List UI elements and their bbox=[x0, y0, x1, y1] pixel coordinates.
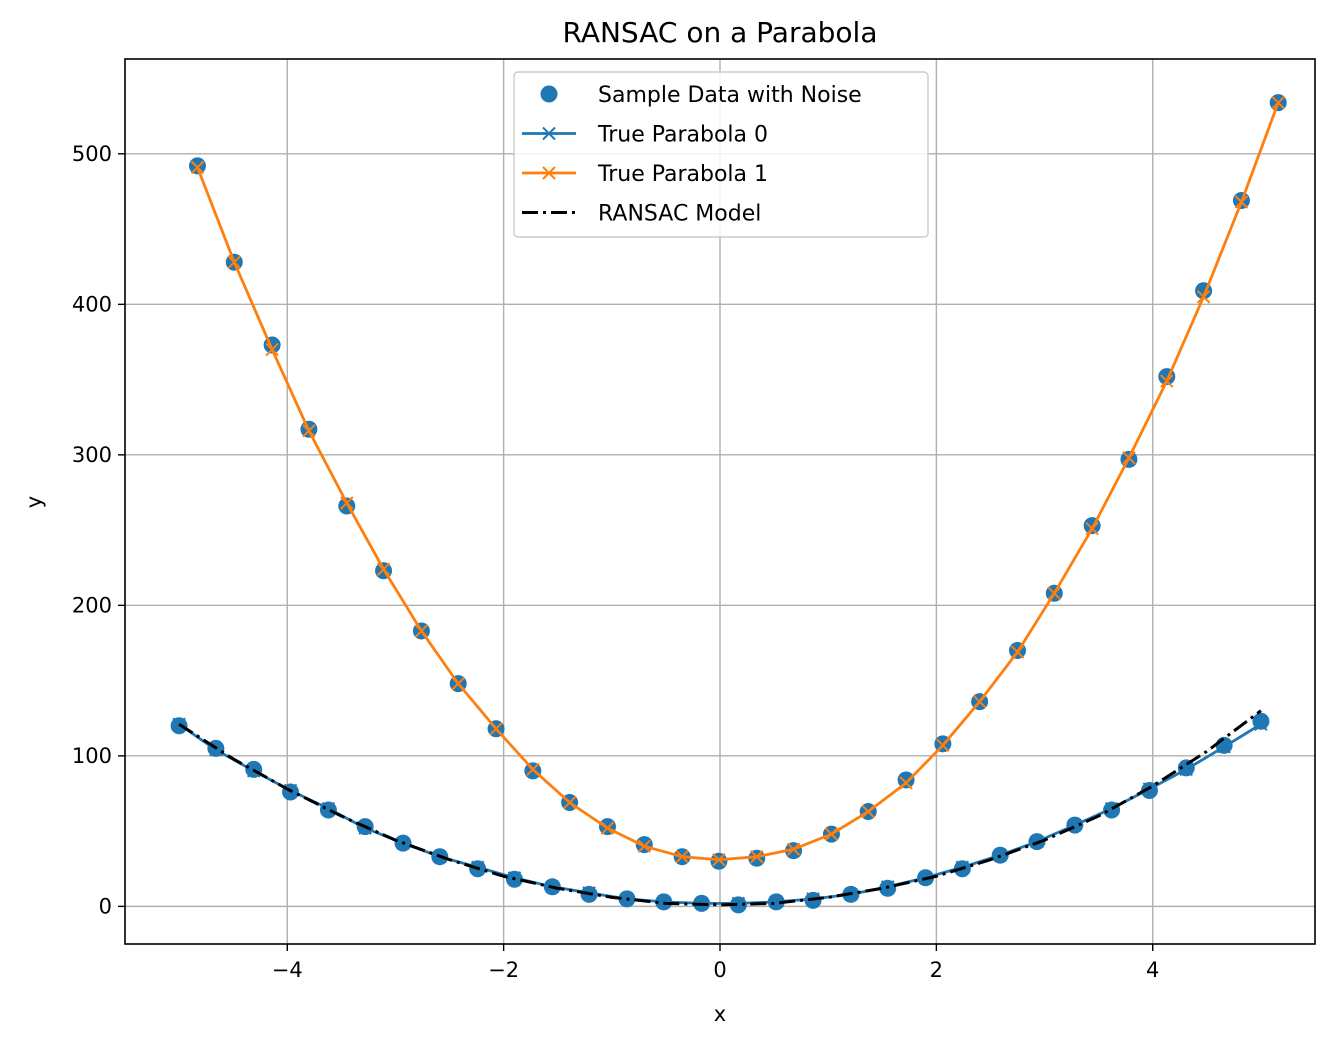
y-axis-label: y bbox=[22, 496, 46, 508]
x-marker bbox=[376, 562, 391, 576]
legend-item-true-parabola-0: True Parabola 0 bbox=[522, 123, 768, 148]
data-point bbox=[710, 852, 728, 870]
x-axis-ticks: −4 −2 0 2 4 bbox=[272, 944, 1159, 982]
series-line bbox=[196, 102, 1280, 862]
legend-box bbox=[513, 71, 929, 238]
y-tick-label: 200 bbox=[72, 593, 112, 617]
x-marker bbox=[750, 849, 764, 864]
x-marker bbox=[786, 842, 801, 856]
series-layer bbox=[170, 94, 1287, 914]
x-marker bbox=[675, 849, 689, 864]
legend-label: True Parabola 0 bbox=[597, 123, 768, 148]
x-marker bbox=[526, 762, 540, 777]
x-marker bbox=[265, 342, 279, 357]
x-marker bbox=[861, 804, 875, 819]
x-tick-label: 4 bbox=[1146, 958, 1159, 982]
x-marker bbox=[1122, 451, 1136, 465]
y-tick-label: 300 bbox=[72, 443, 112, 467]
x-marker bbox=[1160, 374, 1174, 388]
data-point bbox=[729, 896, 747, 914]
y-tick-label: 400 bbox=[72, 292, 112, 316]
data-point bbox=[188, 157, 206, 175]
x-marker bbox=[600, 821, 615, 835]
chart-title: RANSAC on a Parabola bbox=[563, 16, 878, 49]
legend-marker bbox=[540, 85, 558, 103]
legend-label: True Parabola 1 bbox=[597, 162, 768, 187]
y-tick-label: 500 bbox=[72, 142, 112, 166]
x-marker bbox=[936, 738, 950, 753]
x-marker bbox=[451, 676, 465, 691]
x-marker bbox=[190, 160, 205, 175]
x-marker bbox=[731, 896, 746, 911]
series-ransac-model bbox=[178, 709, 1262, 907]
x-tick-label: 0 bbox=[713, 958, 726, 982]
x-marker bbox=[227, 255, 241, 269]
x-marker bbox=[489, 722, 503, 736]
x-marker bbox=[1196, 290, 1211, 304]
legend-label: RANSAC Model bbox=[598, 202, 761, 227]
series-line bbox=[178, 709, 1262, 907]
data-point bbox=[748, 849, 766, 867]
legend-marker bbox=[542, 126, 556, 141]
x-axis-label: x bbox=[714, 1002, 726, 1026]
x-tick-label: 2 bbox=[930, 958, 943, 982]
x-tick-label: −4 bbox=[272, 958, 303, 982]
x-marker bbox=[1271, 95, 1285, 110]
x-tick-label: −2 bbox=[488, 958, 519, 982]
legend-item-sample-data-with-noise: Sample Data with Noise bbox=[540, 83, 862, 108]
x-marker bbox=[302, 424, 316, 438]
y-tick-label: 0 bbox=[99, 894, 112, 918]
y-axis-ticks: 0 100 200 300 400 500 bbox=[72, 142, 125, 918]
legend-label: Sample Data with Noise bbox=[598, 83, 862, 108]
x-marker bbox=[972, 694, 987, 709]
plot-frame bbox=[124, 58, 1316, 945]
x-marker bbox=[769, 895, 783, 909]
y-tick-label: 100 bbox=[72, 744, 112, 768]
x-marker bbox=[1234, 195, 1249, 209]
x-marker bbox=[1179, 762, 1193, 777]
x-marker bbox=[1085, 521, 1099, 536]
x-marker bbox=[1254, 717, 1268, 731]
x-marker bbox=[824, 827, 839, 841]
data-point bbox=[897, 771, 915, 789]
x-marker bbox=[1047, 586, 1061, 601]
x-marker bbox=[712, 853, 726, 867]
series-true-parabola-1 bbox=[190, 95, 1285, 867]
x-marker bbox=[637, 839, 651, 853]
legend: Sample Data with Noise True Parabola 0 Tru… bbox=[513, 71, 929, 238]
legend-item-ransac-model: RANSAC Model bbox=[522, 202, 761, 227]
legend-marker bbox=[542, 166, 556, 180]
x-marker bbox=[340, 496, 354, 510]
legend-item-true-parabola-1: True Parabola 1 bbox=[522, 162, 768, 187]
x-marker bbox=[1010, 645, 1025, 659]
x-marker bbox=[562, 795, 577, 810]
x-marker bbox=[414, 624, 429, 638]
x-marker bbox=[899, 776, 913, 790]
